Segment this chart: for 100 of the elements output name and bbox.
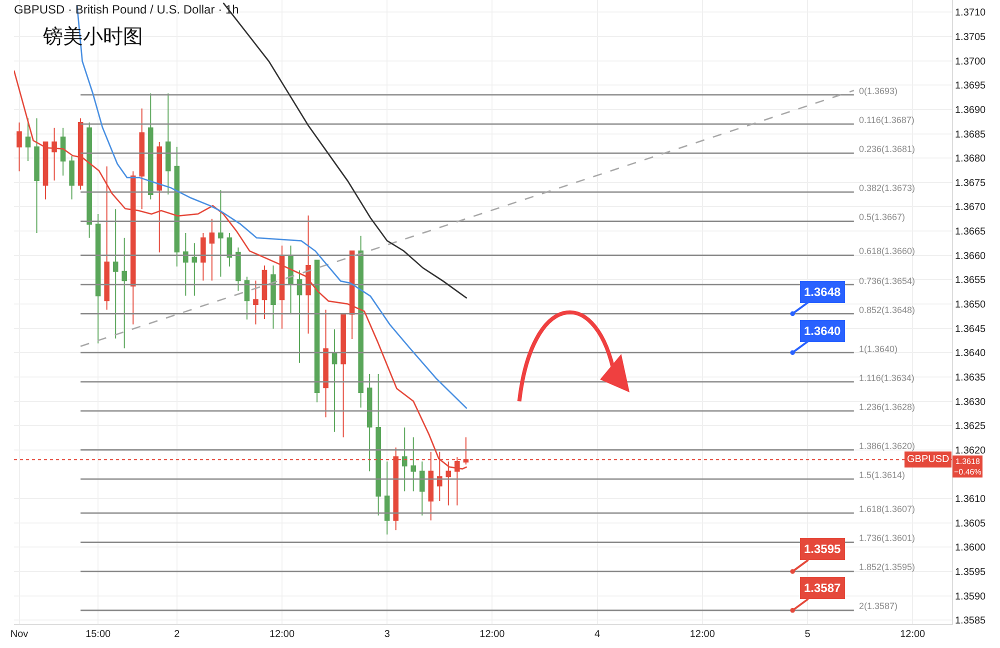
annotation: 1.3640 bbox=[804, 324, 842, 338]
y-tick-label: 1.3660 bbox=[955, 250, 986, 262]
candlestick bbox=[218, 190, 224, 278]
candlestick bbox=[78, 118, 84, 190]
y-tick-label: 1.3650 bbox=[955, 299, 986, 310]
candlestick bbox=[288, 245, 294, 315]
y-tick-label: 1.3655 bbox=[955, 275, 986, 286]
candlestick bbox=[340, 314, 346, 438]
candlestick bbox=[183, 232, 188, 296]
y-tick-label: 1.3675 bbox=[955, 178, 986, 189]
y-tick-label: 1.3695 bbox=[955, 80, 986, 92]
series-label: 0.852(1.3648) bbox=[859, 305, 916, 315]
candlestick bbox=[314, 260, 320, 403]
series-label: 1.116(1.3634) bbox=[859, 373, 914, 383]
x-tick-label: 12:00 bbox=[480, 629, 506, 640]
candlestick bbox=[16, 122, 22, 172]
y-tick-label: 1.3635 bbox=[955, 372, 986, 384]
series-label: 0.736(1.3654) bbox=[859, 276, 916, 286]
candlestick bbox=[192, 242, 198, 296]
candlestick bbox=[419, 461, 425, 516]
candlestick bbox=[69, 156, 74, 200]
x-tick-label: 12:00 bbox=[269, 629, 295, 640]
annotation: 1.3587 bbox=[804, 581, 842, 595]
series-label: 0.618(1.3660) bbox=[859, 246, 916, 256]
candlestick bbox=[52, 127, 57, 181]
candlestick bbox=[323, 309, 328, 418]
candlestick bbox=[358, 235, 364, 408]
candlestick bbox=[86, 122, 92, 238]
series-label: 0.116(1.3687) bbox=[859, 115, 914, 125]
y-tick-label: 1.3595 bbox=[955, 566, 986, 578]
series-label: 0.382(1.3673) bbox=[859, 183, 916, 193]
candlestick bbox=[332, 328, 338, 432]
x-tick-label: 12:00 bbox=[900, 629, 926, 640]
candlestick bbox=[253, 280, 258, 325]
series-label: 0.5(1.3667) bbox=[859, 212, 906, 222]
candlestick bbox=[122, 237, 127, 349]
y-tick-label: 1.3620 bbox=[955, 445, 986, 456]
y-tick-label: 1.3670 bbox=[955, 202, 986, 214]
y-tick-label: 1.3680 bbox=[955, 154, 986, 165]
candlestick bbox=[166, 92, 171, 196]
candlestick bbox=[156, 142, 162, 253]
y-tick-label: 1.3710 bbox=[955, 8, 986, 19]
candlestick bbox=[262, 265, 268, 320]
candlestick bbox=[226, 232, 232, 268]
y-tick-label: 1.3625 bbox=[955, 421, 986, 432]
candlestick bbox=[376, 374, 381, 516]
y-tick-label: 1.3685 bbox=[955, 129, 986, 140]
candlestick bbox=[60, 127, 66, 176]
candlestick bbox=[139, 108, 145, 210]
y-tick-label: 1.3605 bbox=[955, 518, 986, 530]
y-tick-label: 1.3630 bbox=[955, 396, 986, 408]
candlestick bbox=[148, 92, 154, 200]
candlestick bbox=[34, 118, 40, 234]
y-tick-label: 1.3690 bbox=[955, 104, 986, 116]
candlestick bbox=[296, 270, 302, 364]
series-label: 0.236(1.3681) bbox=[859, 144, 916, 154]
candlestick bbox=[279, 245, 285, 330]
candlestick bbox=[130, 170, 136, 325]
text: 1.3618 −0.46% bbox=[954, 457, 982, 476]
x-tick-label: Nov bbox=[10, 629, 28, 640]
x-tick-label: 12:00 bbox=[690, 629, 716, 640]
candlestick bbox=[42, 142, 48, 200]
candlestick bbox=[200, 232, 206, 282]
y-tick-label: 1.3640 bbox=[955, 348, 986, 360]
annotation: 1.3595 bbox=[804, 542, 842, 556]
series-label: 1.386(1.3620) bbox=[859, 441, 916, 451]
x-tick-label: 15:00 bbox=[86, 629, 112, 640]
candlestick bbox=[384, 461, 390, 536]
series-label: 1.852(1.3595) bbox=[859, 562, 916, 572]
y-tick-label: 1.3665 bbox=[955, 226, 986, 238]
series-label: 2(1.3587) bbox=[859, 601, 898, 611]
candlestick bbox=[209, 218, 215, 282]
y-tick-label: 1.3645 bbox=[955, 324, 986, 335]
series-label: 1.5(1.3614) bbox=[859, 470, 906, 480]
candlestick bbox=[104, 166, 110, 310]
ref-line-label: GBPUSD bbox=[907, 454, 950, 465]
x-tick-label: 4 bbox=[594, 629, 601, 640]
y-tick-label: 1.3585 bbox=[955, 616, 986, 627]
x-tick-label: 5 bbox=[804, 629, 811, 640]
candlestick bbox=[25, 118, 31, 162]
y-tick-label: 1.3705 bbox=[955, 32, 986, 43]
series-label: 1.736(1.3601) bbox=[859, 533, 916, 543]
candlestick bbox=[306, 214, 311, 334]
x-tick-label: 2 bbox=[174, 629, 180, 640]
series-label: 1(1.3640) bbox=[859, 344, 898, 354]
y-tick-label: 1.3700 bbox=[955, 56, 986, 68]
candlestick bbox=[112, 208, 118, 340]
y-tick-label: 1.3610 bbox=[955, 494, 986, 506]
series-label: 1.618(1.3607) bbox=[859, 504, 916, 514]
y-tick-label: 1.3590 bbox=[955, 591, 986, 602]
candlestick bbox=[236, 247, 241, 292]
candlestick bbox=[244, 276, 250, 320]
annotation: 1.3648 bbox=[804, 285, 842, 299]
candlestick bbox=[174, 146, 180, 268]
candlestick bbox=[270, 265, 276, 330]
series-label: 1.236(1.3628) bbox=[859, 402, 916, 412]
candlestick bbox=[410, 436, 416, 492]
series-label: 0(1.3693) bbox=[859, 86, 898, 96]
candlestick bbox=[402, 427, 408, 492]
y-tick-label: 1.3600 bbox=[955, 542, 986, 554]
